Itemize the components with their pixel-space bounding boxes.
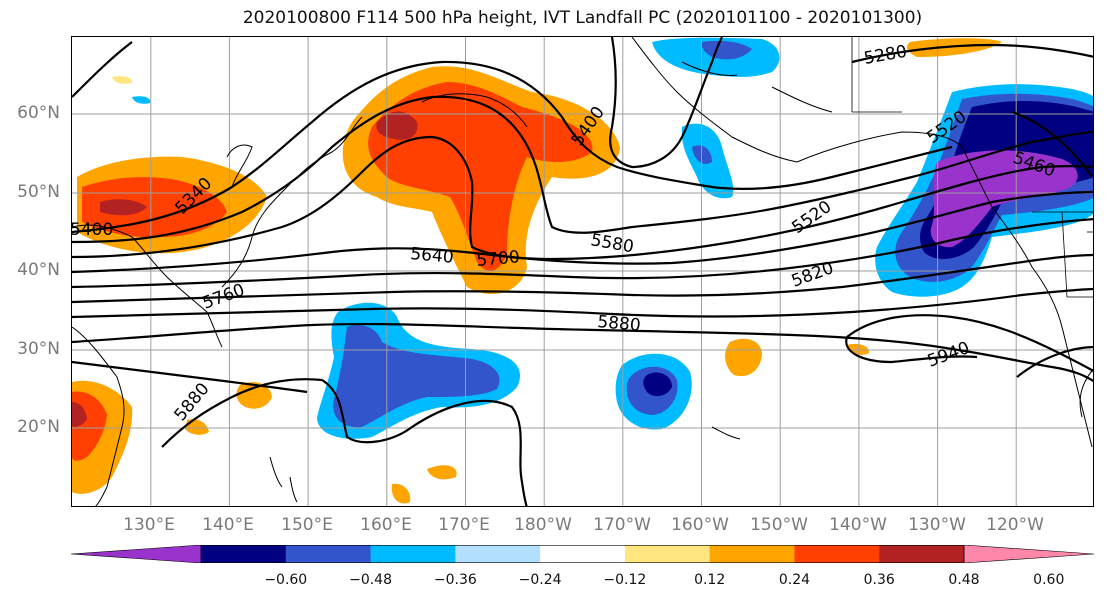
colorbar-segment bbox=[370, 545, 456, 563]
lat-label-30n: 30°N bbox=[17, 339, 60, 359]
colorbar-segment bbox=[285, 545, 372, 563]
contour-label-5580: 5580 bbox=[589, 230, 635, 257]
colorbar-segment bbox=[540, 545, 626, 563]
colorbar-frame bbox=[200, 545, 965, 563]
colorbar-tick-label: 0.24 bbox=[778, 572, 811, 588]
ivt-negative-anomalies bbox=[132, 37, 1093, 439]
contour-label-5820: 5820 bbox=[789, 258, 836, 292]
colorbar-tick-label: −0.48 bbox=[349, 572, 392, 588]
colorbar-segment bbox=[201, 545, 287, 563]
lon-label-170w: 170°W bbox=[593, 515, 651, 535]
lat-label-60n: 60°N bbox=[17, 103, 60, 123]
colorbar-tick-label: −0.60 bbox=[264, 572, 308, 588]
lon-label-160w: 160°W bbox=[671, 515, 729, 535]
contour-label-5700: 5700 bbox=[476, 247, 521, 271]
colorbar-extend-min bbox=[71, 545, 202, 563]
political-borders bbox=[851, 37, 1093, 298]
colorbar-tick-label: 0.12 bbox=[694, 572, 726, 588]
lon-label-120w: 120°W bbox=[986, 515, 1044, 535]
lon-label-130w: 130°W bbox=[908, 515, 966, 535]
contour-label-5520: 5520 bbox=[788, 197, 835, 238]
contour-label-5880-b: 5880 bbox=[171, 379, 214, 425]
contour-label-5880: 5880 bbox=[597, 312, 642, 336]
lat-label-50n: 50°N bbox=[17, 182, 60, 202]
lon-label-130e: 130°E bbox=[123, 515, 175, 535]
colorbar-segment bbox=[624, 545, 711, 563]
colorbar-segment bbox=[879, 545, 965, 563]
colorbar-segment bbox=[455, 545, 541, 563]
map-svg: 5280 5340 5400 5400 5460 5520 5520 5580 … bbox=[72, 37, 1093, 506]
colorbar-tick-label: 0.60 bbox=[1033, 572, 1065, 588]
colorbar-tick-label: −0.12 bbox=[603, 572, 647, 588]
colorbar-tick-label: 0.48 bbox=[948, 572, 980, 588]
colorbar-segment bbox=[794, 545, 880, 563]
graticule bbox=[72, 37, 1093, 506]
lat-label-20n: 20°N bbox=[17, 417, 60, 437]
lon-label-150e: 150°E bbox=[281, 515, 333, 535]
map-panel: 5280 5340 5400 5400 5460 5520 5520 5580 … bbox=[71, 36, 1094, 507]
colorbar-extend-max bbox=[963, 545, 1094, 563]
contour-label-5940: 5940 bbox=[925, 338, 972, 372]
contour-label-5640: 5640 bbox=[410, 244, 455, 268]
lon-label-160e: 160°E bbox=[360, 515, 412, 535]
lon-label-140w: 140°W bbox=[829, 515, 887, 535]
height-contours bbox=[72, 37, 1093, 506]
contour-label-5400: 5400 bbox=[72, 220, 113, 240]
contour-label-5280: 5280 bbox=[862, 42, 908, 69]
lon-label-150w: 150°W bbox=[750, 515, 808, 535]
colorbar-segment bbox=[709, 545, 795, 563]
colorbar-tick-label: −0.36 bbox=[433, 572, 477, 588]
lon-label-140e: 140°E bbox=[202, 515, 254, 535]
lat-label-40n: 40°N bbox=[17, 260, 60, 280]
lon-label-170e: 170°E bbox=[438, 515, 490, 535]
colorbar bbox=[71, 545, 1094, 563]
coastlines bbox=[72, 37, 1093, 506]
map-title: 2020100800 F114 500 hPa height, IVT Land… bbox=[242, 8, 923, 28]
colorbar-tick-label: −0.24 bbox=[518, 572, 562, 588]
colorbar-tick-label: 0.36 bbox=[863, 572, 895, 588]
lon-label-180w: 180°W bbox=[514, 515, 572, 535]
